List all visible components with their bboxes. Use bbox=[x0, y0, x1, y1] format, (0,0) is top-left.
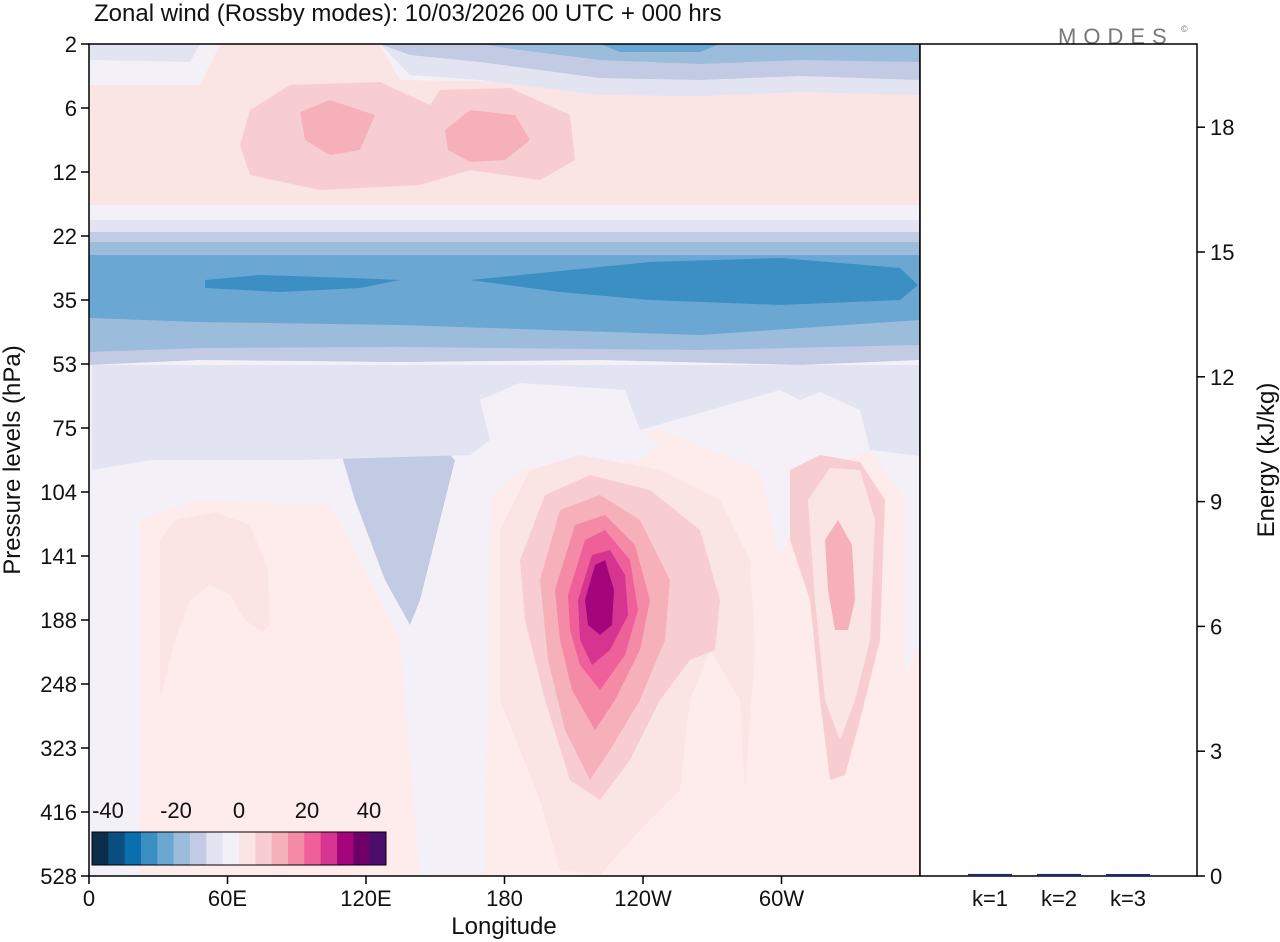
colorbar-cell bbox=[206, 832, 224, 865]
field-east-lobe-core bbox=[825, 520, 855, 630]
colorbar: -40 -20 0 20 40 bbox=[91, 798, 387, 866]
y-tick-label: 75 bbox=[53, 416, 77, 441]
y-tick-label: 323 bbox=[40, 736, 77, 761]
colorbar-cell bbox=[320, 832, 338, 865]
field-upper-core-b bbox=[445, 110, 530, 162]
field-top-negative-5 bbox=[89, 44, 200, 62]
energy-panel-frame bbox=[919, 43, 1198, 877]
y-tick-label: 416 bbox=[40, 800, 77, 825]
x-tick-label: 60E bbox=[208, 886, 247, 911]
colorbar-cell bbox=[157, 832, 175, 865]
colorbar-label: -20 bbox=[160, 798, 192, 823]
y-tick-label: 12 bbox=[53, 160, 77, 185]
colorbar-cell bbox=[108, 832, 126, 865]
colorbar-cell bbox=[141, 832, 158, 865]
y-tick-label: 528 bbox=[40, 864, 77, 889]
colorbar-cell bbox=[239, 832, 256, 865]
x-tick-label: 120E bbox=[340, 886, 391, 911]
field-negative-tongue bbox=[340, 432, 455, 625]
energy-x-tick-label: k=3 bbox=[1110, 886, 1146, 911]
colorbar-cell bbox=[124, 832, 142, 865]
energy-y-tick-label: 15 bbox=[1210, 240, 1234, 265]
x-tick-label: 120W bbox=[614, 886, 672, 911]
x-tick-label: 0 bbox=[83, 886, 95, 911]
energy-y-tick-label: 6 bbox=[1210, 614, 1222, 639]
colorbar-label: 40 bbox=[357, 798, 381, 823]
energy-bar bbox=[968, 873, 1012, 876]
y-tick-label: 141 bbox=[40, 544, 77, 569]
x-tick-label: 180 bbox=[486, 886, 523, 911]
colorbar-cells bbox=[92, 832, 387, 865]
field-negative-core-west bbox=[205, 275, 400, 292]
field-lower-positive-a bbox=[140, 500, 420, 876]
x-tick-label: 60W bbox=[759, 886, 804, 911]
colorbar-cell bbox=[222, 832, 240, 865]
energy-bar bbox=[1037, 873, 1081, 876]
y-tick-label: 2 bbox=[65, 32, 77, 57]
y-tick-label: 248 bbox=[40, 672, 77, 697]
energy-y-tick-label: 18 bbox=[1210, 115, 1234, 140]
field-mid-neutral-2 bbox=[800, 392, 870, 455]
y-tick-label: 104 bbox=[40, 480, 77, 505]
colorbar-cell bbox=[255, 832, 273, 865]
zonal-wind-field bbox=[89, 44, 920, 876]
field-main-positive-core bbox=[585, 560, 614, 635]
energy-x-tick-label: k=2 bbox=[1041, 886, 1077, 911]
y-axis-label: Pressure levels (hPa) bbox=[0, 345, 26, 574]
x-axis: 0 60E 120E 180 120W 60W bbox=[83, 876, 804, 911]
energy-y-tick-label: 3 bbox=[1210, 739, 1222, 764]
x-axis-label: Longitude bbox=[451, 913, 556, 940]
y-tick-label: 35 bbox=[53, 288, 77, 313]
energy-y-tick-label: 12 bbox=[1210, 365, 1234, 390]
energy-y-axis: 0 3 6 9 12 15 18 bbox=[1197, 115, 1234, 889]
energy-axis-label: Energy (kJ/kg) bbox=[1253, 383, 1280, 538]
colorbar-cell bbox=[271, 832, 289, 865]
field-top-negative-3 bbox=[480, 44, 920, 64]
colorbar-cell bbox=[173, 832, 191, 865]
field-upper-core-a bbox=[300, 100, 375, 155]
chart-title: Zonal wind (Rossby modes): 10/03/2026 00… bbox=[94, 0, 722, 27]
energy-x-axis: k=1 k=2 k=3 bbox=[972, 886, 1146, 911]
energy-bar bbox=[1106, 874, 1150, 876]
field-transition-band bbox=[89, 205, 920, 223]
field-west-lobe bbox=[160, 512, 270, 700]
y-tick-label: 22 bbox=[53, 224, 77, 249]
colorbar-cell bbox=[190, 832, 207, 865]
colorbar-cell bbox=[353, 832, 371, 865]
y-axis: 2 6 12 22 35 53 75 104 141 188 248 323 416 528 bbox=[40, 32, 89, 889]
colorbar-cell bbox=[304, 832, 322, 865]
brand-mark: © bbox=[1181, 24, 1188, 34]
field-top-negative-4 bbox=[600, 44, 720, 52]
field-mid-negative bbox=[92, 365, 920, 470]
energy-y-tick-label: 0 bbox=[1210, 864, 1222, 889]
colorbar-cell bbox=[369, 832, 387, 865]
colorbar-cell bbox=[92, 832, 109, 865]
colorbar-frame bbox=[91, 831, 387, 866]
energy-y-tick-label: 9 bbox=[1210, 490, 1222, 515]
energy-x-tick-label: k=1 bbox=[972, 886, 1008, 911]
energy-panel: 0 3 6 9 12 15 18 k=1 k=2 k=3 Energy (kJ/kg) bbox=[919, 43, 1280, 911]
y-tick-label: 6 bbox=[65, 96, 77, 121]
colorbar-label: 20 bbox=[295, 798, 319, 823]
field-mid-neutral bbox=[480, 383, 660, 470]
y-tick-label: 53 bbox=[53, 352, 77, 377]
colorbar-cell bbox=[288, 832, 305, 865]
colorbar-label: -40 bbox=[92, 798, 124, 823]
field-negative-core-east bbox=[470, 258, 918, 305]
colorbar-label: 0 bbox=[233, 798, 245, 823]
y-tick-label: 188 bbox=[40, 608, 77, 633]
colorbar-cell bbox=[337, 832, 354, 865]
energy-bars bbox=[968, 873, 1150, 876]
